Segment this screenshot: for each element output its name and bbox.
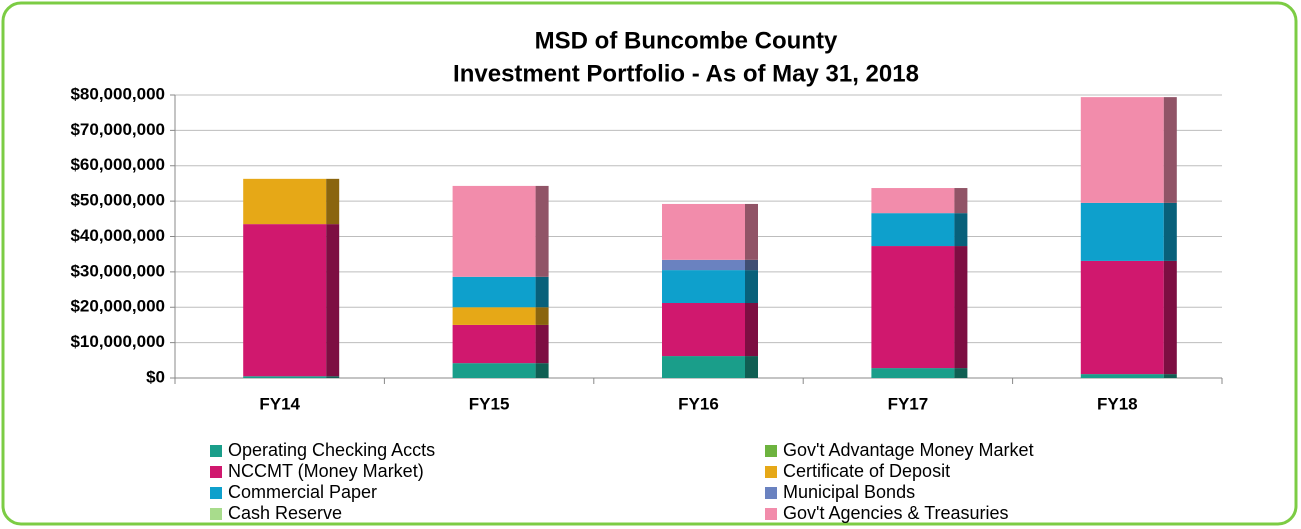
- legend-label: Operating Checking Accts: [228, 440, 435, 460]
- bar-segment-side: [1163, 260, 1177, 375]
- bar-segment: [1080, 202, 1164, 261]
- legend-label: Gov't Advantage Money Market: [783, 440, 1034, 460]
- y-tick-label: $40,000,000: [70, 226, 165, 245]
- bar-segment: [243, 224, 327, 377]
- bar-segment: [452, 307, 536, 325]
- bar-segment-side: [535, 324, 549, 364]
- legend-label: Cash Reserve: [228, 503, 342, 523]
- y-tick-label: $50,000,000: [70, 191, 165, 210]
- bar-segment-side: [954, 246, 968, 369]
- legend-swatch: [210, 445, 222, 457]
- y-tick-label: $10,000,000: [70, 332, 165, 351]
- legend-swatch: [210, 466, 222, 478]
- legend-label: Certificate of Deposit: [783, 461, 950, 481]
- y-tick-label: $30,000,000: [70, 261, 165, 280]
- bar-segment: [1080, 97, 1164, 203]
- bar-segment: [452, 363, 536, 378]
- y-tick-label: $0: [146, 367, 165, 386]
- bar-segment-side: [954, 368, 968, 378]
- chart-title: Investment Portfolio - As of May 31, 201…: [453, 60, 919, 87]
- bar-segment: [871, 368, 955, 378]
- y-tick-label: $20,000,000: [70, 297, 165, 316]
- y-tick-label: $60,000,000: [70, 155, 165, 174]
- bar-segment-side: [1163, 202, 1177, 261]
- bar-segment-side: [326, 376, 340, 378]
- bar-segment: [871, 213, 955, 247]
- x-tick-label: FY18: [1097, 394, 1138, 413]
- bar-segment: [243, 178, 327, 225]
- bar-segment: [243, 376, 327, 378]
- bar-segment-side: [954, 188, 968, 214]
- chart-title: MSD of Buncombe County: [535, 27, 838, 54]
- y-tick-label: $70,000,000: [70, 120, 165, 139]
- bar-segment-side: [745, 203, 758, 260]
- bar-segment: [452, 185, 536, 277]
- legend-label: Municipal Bonds: [783, 482, 915, 502]
- bar-segment-side: [326, 224, 340, 377]
- legend-swatch: [765, 466, 777, 478]
- legend-swatch: [210, 487, 222, 499]
- bar-segment: [871, 188, 955, 214]
- bar-segment: [452, 324, 536, 364]
- legend-swatch: [765, 487, 777, 499]
- legend-label: NCCMT (Money Market): [228, 461, 424, 481]
- legend-swatch: [765, 445, 777, 457]
- bar-segment-side: [535, 363, 549, 378]
- bar-segment: [871, 246, 955, 369]
- bar-segment: [662, 270, 745, 304]
- bar-segment-side: [535, 185, 549, 277]
- legend-swatch: [765, 508, 777, 520]
- bar-segment-side: [1163, 97, 1177, 203]
- x-tick-label: FY15: [469, 394, 510, 413]
- x-tick-label: FY16: [678, 394, 719, 413]
- y-tick-label: $80,000,000: [70, 84, 165, 103]
- bar-segment: [662, 303, 745, 357]
- bar-segment-side: [326, 178, 340, 225]
- legend-swatch: [210, 508, 222, 520]
- x-tick-label: FY17: [888, 394, 929, 413]
- bar-segment: [662, 203, 745, 260]
- bar-segment: [1080, 260, 1164, 375]
- x-tick-label: FY14: [259, 394, 300, 413]
- bar-segment: [662, 356, 745, 378]
- bar-segment-side: [1163, 374, 1177, 378]
- bar-segment-side: [745, 356, 758, 378]
- bar-segment-side: [535, 276, 549, 308]
- bar-segment-side: [745, 303, 758, 357]
- bar-segment-side: [954, 213, 968, 247]
- bar-segment-side: [745, 270, 758, 304]
- bar-segment-side: [745, 259, 758, 271]
- legend-label: Commercial Paper: [228, 482, 377, 502]
- bar-segment: [452, 276, 536, 308]
- bar-segment: [662, 259, 745, 271]
- bar-segment-side: [535, 307, 549, 325]
- bar-segment: [1080, 374, 1164, 378]
- legend-label: Gov't Agencies & Treasuries: [783, 503, 1009, 523]
